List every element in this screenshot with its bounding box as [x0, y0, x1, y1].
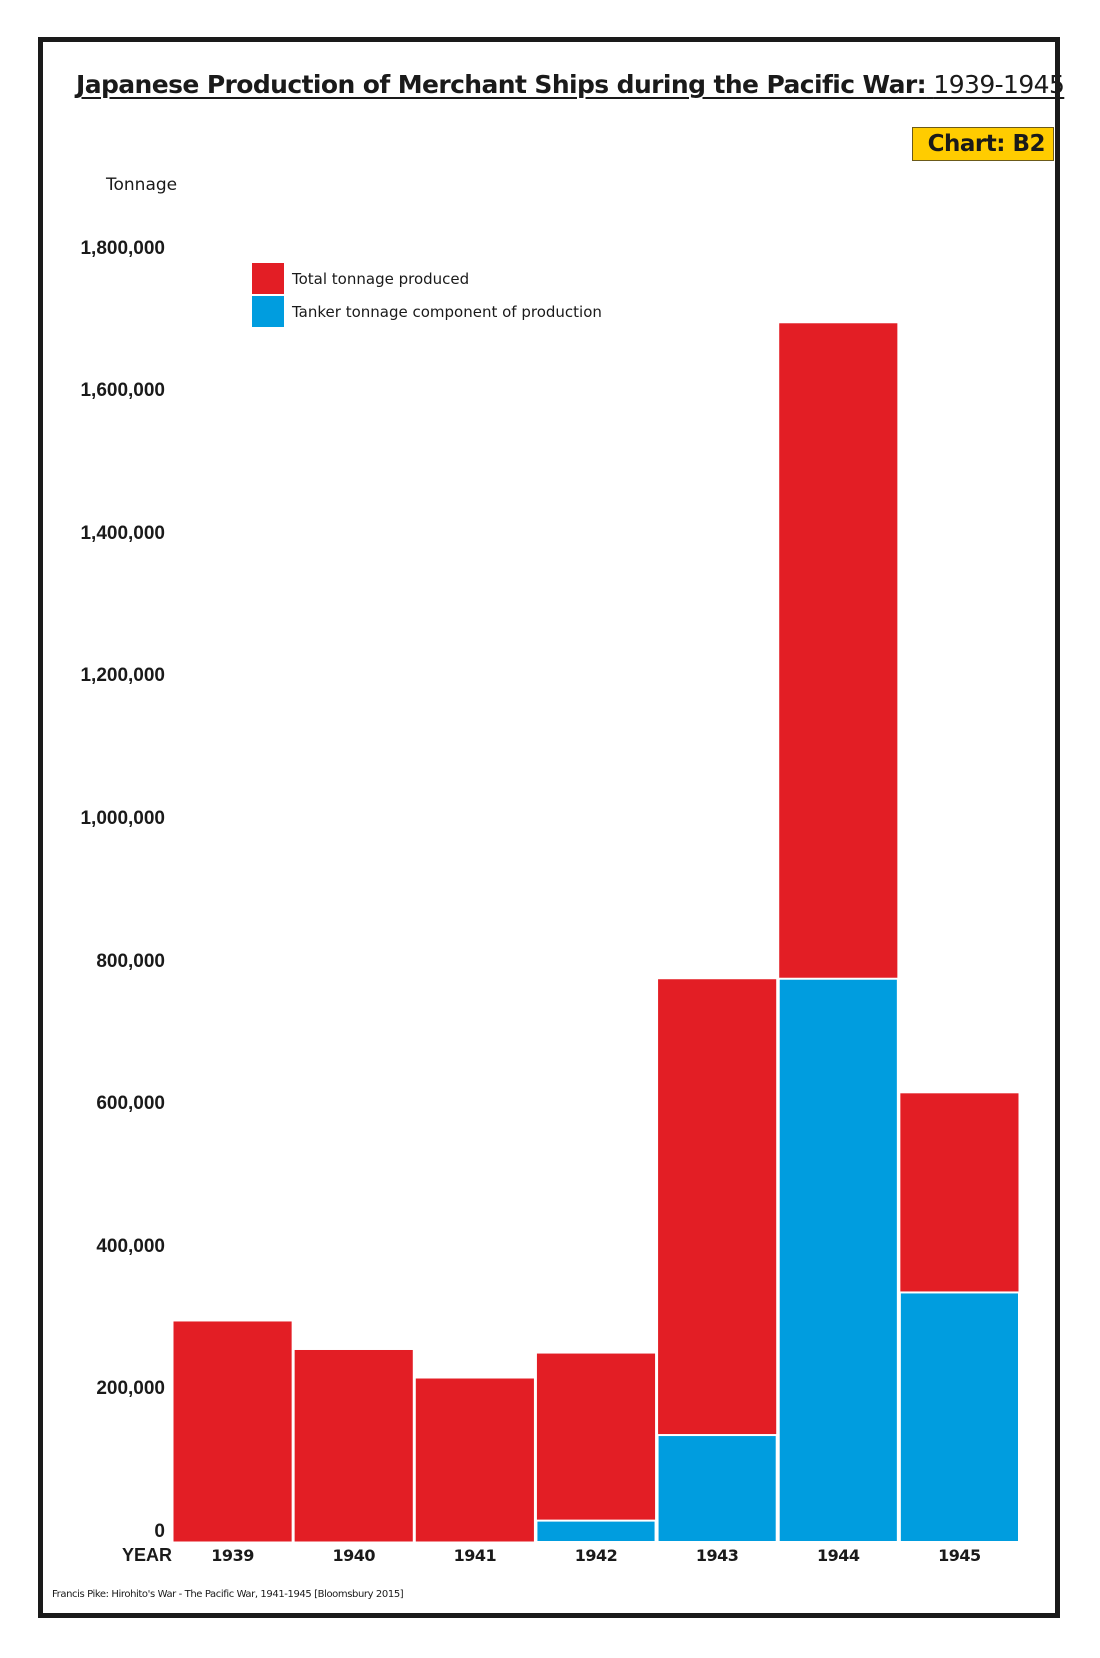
- x-tick-label: 1942: [574, 1546, 618, 1565]
- legend-swatch-tanker: [252, 296, 284, 327]
- x-tick-label: 1939: [211, 1546, 254, 1565]
- y-tick-label: 200,000: [96, 1378, 165, 1400]
- y-tick-label: 600,000: [96, 1093, 165, 1115]
- legend-item-tanker: Tanker tonnage component of production: [252, 296, 602, 327]
- bar-tanker-1942: [535, 1519, 657, 1543]
- y-tick-label: 1,000,000: [80, 808, 165, 829]
- y-tick-label: 400,000: [96, 1235, 165, 1257]
- bar-tanker-1943: [656, 1434, 778, 1544]
- y-tick-label: 1,200,000: [80, 665, 165, 687]
- legend-item-total: Total tonnage produced: [252, 263, 469, 294]
- x-axis-label: YEAR: [122, 1545, 173, 1565]
- chart-badge: Chart: B2: [912, 127, 1054, 161]
- bar-total-1939: [172, 1320, 293, 1543]
- y-tick-label: 0: [154, 1521, 165, 1542]
- bar-total-1941: [414, 1377, 535, 1543]
- chart-title-years: 1939-1945: [933, 70, 1065, 99]
- y-tick-label: 800,000: [96, 950, 165, 972]
- x-tick-label: 1940: [332, 1546, 375, 1565]
- bar-total-1942: [535, 1352, 657, 1543]
- source-note: Francis Pike: Hirohito's War - The Pacif…: [52, 1589, 404, 1600]
- chart-title: Japanese Production of Merchant Ships du…: [76, 70, 1065, 99]
- legend-label-tanker: Tanker tonnage component of production: [292, 302, 602, 321]
- legend-swatch-total: [252, 263, 284, 294]
- bar-tanker-1945: [898, 1291, 1020, 1543]
- x-tick-label: 1943: [695, 1546, 739, 1565]
- y-tick-label: 1,800,000: [80, 237, 165, 259]
- bar-total-1940: [293, 1348, 414, 1543]
- legend-label-total: Total tonnage produced: [292, 269, 470, 288]
- y-axis-label: Tonnage: [106, 175, 178, 195]
- y-tick-label: 1,600,000: [80, 380, 165, 402]
- x-tick-label: 1944: [817, 1546, 860, 1565]
- bar-tanker-1944: [777, 977, 899, 1543]
- x-tick-label: 1941: [453, 1546, 497, 1565]
- x-tick-label: 1945: [938, 1546, 981, 1565]
- chart-title-main: Japanese Production of Merchant Ships du…: [76, 70, 927, 99]
- y-tick-label: 1,400,000: [80, 522, 165, 544]
